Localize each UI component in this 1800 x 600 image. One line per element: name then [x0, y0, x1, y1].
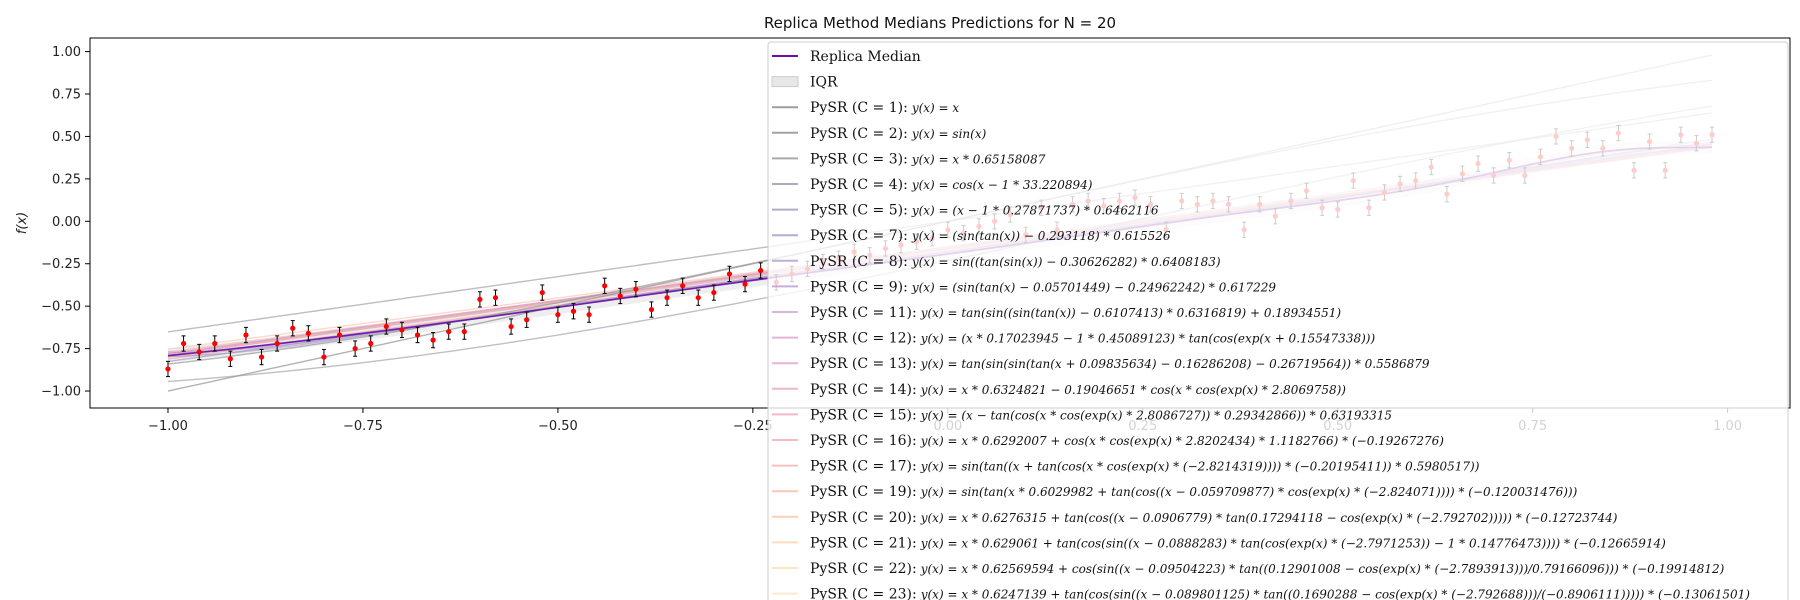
- y-tick-label: 0.25: [52, 172, 81, 187]
- data-point: [446, 329, 451, 334]
- data-point: [275, 341, 280, 346]
- y-tick-label: 0.00: [52, 215, 81, 230]
- data-point: [415, 332, 420, 337]
- data-point: [696, 295, 701, 300]
- data-point: [181, 341, 186, 346]
- legend-entry: PySR (C = 9): y(x) = (sin(tan(x) − 0.0570…: [810, 279, 1276, 295]
- data-point: [524, 317, 529, 322]
- y-tick-label: −1.00: [41, 385, 81, 400]
- legend-entry: PySR (C = 20): y(x) = x * 0.6276315 + tan…: [810, 510, 1618, 526]
- legend-entry: Replica Median: [810, 49, 921, 65]
- data-point: [618, 293, 623, 298]
- data-point: [197, 349, 202, 354]
- data-point: [602, 283, 607, 288]
- legend-entry: PySR (C = 8): y(x) = sin((tan(sin(x)) − 0…: [810, 254, 1221, 270]
- legend-entry: PySR (C = 19): y(x) = sin(tan(x * 0.60299…: [810, 484, 1578, 500]
- legend-entry: PySR (C = 14): y(x) = x * 0.6324821 − 0.1…: [810, 382, 1346, 398]
- data-point: [431, 338, 436, 343]
- legend-entry: PySR (C = 17): y(x) = sin(tan((x + tan(co…: [810, 459, 1480, 475]
- data-point: [711, 290, 716, 295]
- data-point: [477, 297, 482, 302]
- data-point: [212, 341, 217, 346]
- legend-entry: PySR (C = 11): y(x) = tan(sin((sin(tan(x)…: [810, 305, 1341, 321]
- legend-entry: PySR (C = 12): y(x) = (x * 0.17023945 − 1…: [810, 331, 1375, 347]
- data-point: [633, 287, 638, 292]
- y-tick-label: 1.00: [52, 45, 81, 60]
- data-point: [165, 366, 170, 371]
- data-point: [259, 354, 264, 359]
- data-point: [462, 329, 467, 334]
- chart-title: Replica Method Medians Predictions for N…: [764, 14, 1116, 32]
- legend-entry: PySR (C = 15): y(x) = (x − tan(cos(x * co…: [810, 407, 1392, 423]
- data-point: [493, 295, 498, 300]
- data-point: [571, 309, 576, 314]
- data-point: [228, 356, 233, 361]
- data-point: [306, 331, 311, 336]
- data-point: [742, 282, 747, 287]
- data-point: [649, 307, 654, 312]
- y-axis-label: f(x): [15, 212, 30, 234]
- data-point: [758, 268, 763, 273]
- legend-entry: PySR (C = 4): y(x) = cos(x − 1 * 33.22089…: [810, 177, 1093, 193]
- data-point: [399, 327, 404, 332]
- data-point: [384, 324, 389, 329]
- data-point: [337, 332, 342, 337]
- legend-entry: PySR (C = 2): y(x) = sin(x): [810, 126, 987, 142]
- legend-entry: PySR (C = 22): y(x) = x * 0.62569594 + co…: [810, 561, 1725, 577]
- data-point: [368, 341, 373, 346]
- y-tick-label: 0.75: [52, 88, 81, 103]
- y-tick-label: −0.50: [41, 300, 81, 315]
- legend-entry: PySR (C = 5): y(x) = (x − 1 * 0.27871737)…: [810, 203, 1159, 219]
- legend-swatch: [772, 77, 798, 87]
- data-point: [509, 324, 514, 329]
- legend-entry: PySR (C = 21): y(x) = x * 0.629061 + tan(…: [810, 535, 1666, 551]
- data-point: [727, 271, 732, 276]
- legend-entry: PySR (C = 7): y(x) = (sin(tan(x)) − 0.293…: [810, 228, 1171, 244]
- legend-entry: IQR: [810, 75, 838, 91]
- x-tick-label: −0.75: [343, 419, 383, 434]
- data-point: [586, 312, 591, 317]
- data-point: [290, 326, 295, 331]
- x-tick-label: −1.00: [148, 419, 188, 434]
- x-tick-label: −0.25: [733, 419, 773, 434]
- data-point: [540, 290, 545, 295]
- legend-entry: PySR (C = 16): y(x) = x * 0.6292007 + cos…: [810, 433, 1444, 449]
- data-point: [680, 283, 685, 288]
- y-tick-label: 0.50: [52, 130, 81, 145]
- legend-entry: PySR (C = 1): y(x) = x: [810, 100, 959, 116]
- legend: Replica Median IQR PySR (C = 1): y(x) = x Py…: [768, 42, 1788, 600]
- y-tick-label: −0.75: [41, 342, 81, 357]
- legend-entry: PySR (C = 23): y(x) = x * 0.6247139 + tan…: [810, 587, 1750, 600]
- data-point: [243, 332, 248, 337]
- x-tick-label: −0.50: [538, 419, 578, 434]
- data-point: [321, 354, 326, 359]
- y-tick-label: −0.25: [41, 257, 81, 272]
- data-point: [664, 295, 669, 300]
- y-axis: −1.00 −0.75 −0.50 −0.25 0.00 0.25 0.50 0.75 1.00: [41, 45, 90, 399]
- data-point: [555, 312, 560, 317]
- legend-entry: PySR (C = 13): y(x) = tan(sin(sin(tan(x +…: [810, 356, 1430, 372]
- legend-entry: PySR (C = 3): y(x) = x * 0.65158087: [810, 151, 1046, 167]
- data-point: [353, 346, 358, 351]
